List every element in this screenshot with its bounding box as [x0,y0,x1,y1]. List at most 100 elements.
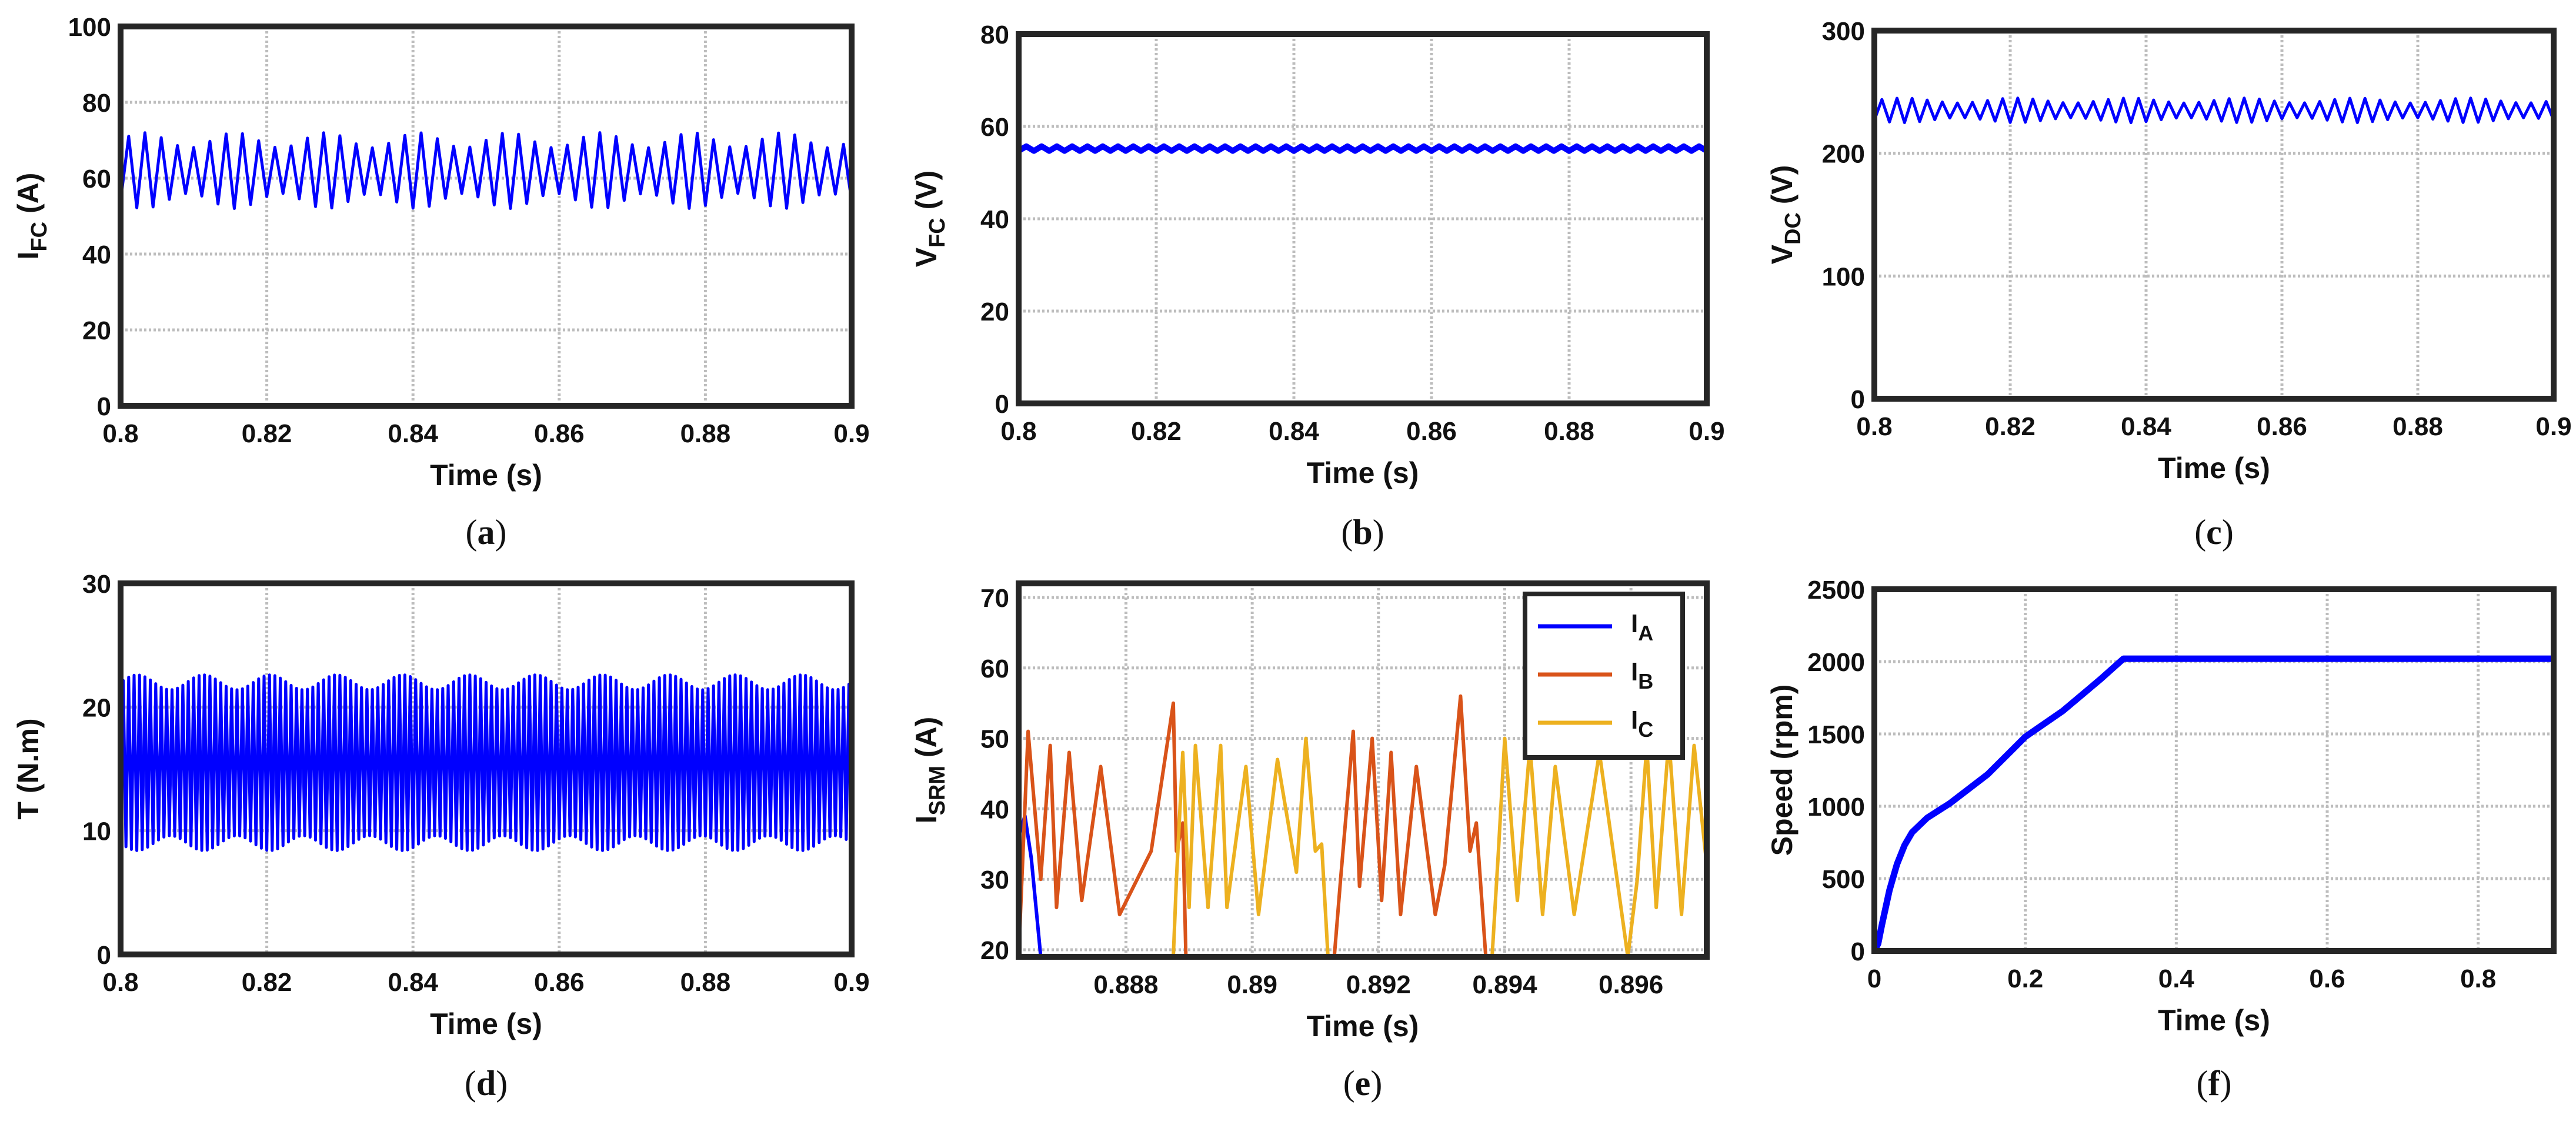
plot-frame [1016,580,1710,960]
caption-close-paren: ) [1373,513,1384,552]
legend-label-sub: B [1638,669,1653,693]
y-axis-label: T (N.m) [12,718,45,819]
caption-close-paren: ) [2220,1064,2231,1103]
y-tick-label: 50 [980,725,1009,754]
y-tick-label: 30 [980,866,1009,894]
y-axis-label-main: V [1766,244,1798,264]
legend-label-main: I [1631,609,1638,638]
x-axis-label: Time (s) [430,1007,542,1040]
series-line-T [121,673,852,852]
chart-panel-c: 0.8 0.82 0.84 0.86 0.88 0.9 0 100 200 300 Time (s)… [1766,17,2572,552]
caption-letter: d [476,1064,496,1103]
caption-open-paren: ( [1341,513,1353,552]
series-line-I_A [1019,814,1043,957]
x-tick-label: 0.8 [1000,417,1036,446]
y-tick-label: 0 [1851,385,1865,414]
plot-frame [118,24,855,409]
chart-panel-f: 0 0.2 0.4 0.6 0.8 0 500 1000 1500 2000 2500 Time (s… [1766,576,2557,1103]
x-tick-label: 0.84 [1269,417,1319,446]
caption-letter: b [1353,513,1372,552]
y-axis-label-sub: SRM [925,766,950,815]
series-group [1874,655,2554,951]
y-tick-label: 20 [980,936,1009,965]
chart-panel-a: 0.8 0.82 0.84 0.86 0.88 0.9 0 20 40 60 80 100 Time (… [12,13,870,552]
y-tick-label: 200 [1822,140,1865,169]
y-tick-label: 1500 [1807,720,1865,749]
y-axis-label-sub: FC [925,218,950,248]
caption-letter: e [1355,1064,1371,1103]
x-tick-label: 0.8 [102,968,138,997]
grid [1019,583,1707,957]
x-tick-label: 0.8 [102,419,138,448]
x-axis-label: Time (s) [2158,1004,2270,1037]
y-tick-label: 20 [82,693,111,722]
x-tick-label: 0.9 [1689,417,1724,446]
caption-close-paren: ) [2222,513,2234,552]
x-tick-label: 0.9 [833,419,869,448]
x-tick-label: 0.82 [1985,412,2036,441]
y-axis-label-main: I [910,815,943,823]
chart-panel-b: 0.8 0.82 0.84 0.86 0.88 0.9 0 20 40 60 80 Time (s) V… [910,21,1725,552]
x-tick-label: 0.89 [1227,970,1277,999]
series-line-V_DC [1874,96,2554,124]
legend-label-C: IC [1631,706,1653,742]
x-axis-label: Time (s) [2158,452,2270,485]
y-axis-label-main: T (N.m) [12,718,45,819]
y-axis-label-main: Speed (rpm) [1766,685,1798,856]
x-tick-label: 0.888 [1093,970,1158,999]
legend-box [1523,592,1685,760]
legend-label-main: I [1631,706,1638,735]
series-line-Speed [1874,655,2554,951]
plot-frame [1016,31,1710,406]
tick-labels: 0 0.2 0.4 0.6 0.8 0 500 1000 1500 2000 2500 [1807,576,2496,993]
series-group [1019,143,1707,154]
x-tick-label: 0.82 [1131,417,1182,446]
x-tick-label: 0.8 [2460,964,2496,993]
y-tick-label: 0 [97,392,111,421]
tick-labels: 0.8 0.82 0.84 0.86 0.88 0.9 0 20 40 60 80 [980,21,1725,446]
y-tick-label: 100 [1822,262,1865,291]
y-tick-label: 60 [82,165,111,193]
series-group [121,131,852,211]
x-tick-label: 0.82 [242,968,292,997]
x-tick-label: 0 [1867,964,1881,993]
x-tick-label: 0.4 [2158,964,2195,993]
plot-area [121,26,852,406]
series-group [1874,96,2554,124]
caption-letter: c [2206,513,2222,552]
y-axis-label: ISRM (A) [910,717,950,824]
y-axis-label-unit: (A) [910,717,943,766]
y-tick-label: 2500 [1807,576,1865,605]
x-tick-label: 0.9 [833,968,869,997]
caption-open-paren: ( [2197,1064,2208,1103]
x-tick-label: 0.84 [388,419,438,448]
caption-close-paren: ) [495,513,507,552]
y-tick-label: 60 [980,113,1009,142]
y-axis-label-unit: (V) [910,171,943,218]
x-tick-label: 0.82 [242,419,292,448]
x-tick-label: 0.6 [2309,964,2345,993]
x-tick-label: 0.84 [388,968,438,997]
panel-caption: (d) [465,1064,508,1103]
y-axis-label: IFC (A) [12,173,52,260]
series-line-V_FC [1019,143,1707,154]
panel-caption: (a) [466,513,507,552]
caption-close-paren: ) [496,1064,508,1103]
plot-area [1874,589,2554,951]
legend-label-sub: A [1638,621,1653,645]
x-tick-label: 0.8 [1856,412,1892,441]
y-tick-label: 10 [82,817,111,846]
plot-frame [1871,586,2557,954]
y-axis-label-sub: DC [1781,212,1806,245]
y-axis-label-main: I [12,252,45,260]
x-tick-label: 0.896 [1599,970,1663,999]
x-tick-label: 0.892 [1346,970,1411,999]
plot-frame [1871,28,2557,402]
y-tick-label: 40 [82,241,111,269]
legend-label-sub: C [1638,717,1653,742]
y-tick-label: 100 [68,13,111,42]
y-tick-label: 40 [980,795,1009,824]
